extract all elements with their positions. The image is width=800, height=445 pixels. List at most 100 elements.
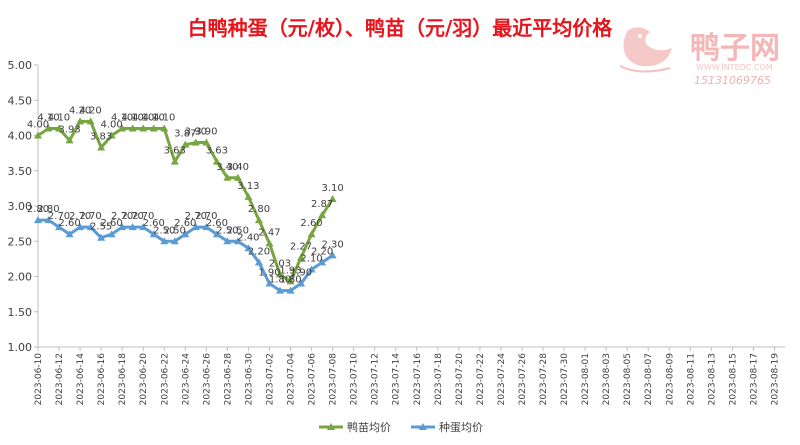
- data-point: [233, 173, 242, 181]
- data-label: 3.90: [195, 127, 217, 138]
- x-tick-label: 2023-06-28: [223, 353, 233, 406]
- x-tick-label: 2023-08-19: [770, 353, 780, 406]
- data-point: [254, 258, 263, 266]
- data-point: [212, 230, 221, 238]
- data-point: [34, 131, 42, 139]
- x-tick-label: 2023-06-26: [202, 353, 212, 406]
- data-label: 4.00: [101, 120, 123, 131]
- data-point: [297, 253, 306, 261]
- x-tick-label: 2023-06-14: [76, 353, 86, 406]
- x-tick-label: 2023-07-28: [539, 353, 549, 406]
- data-point: [181, 140, 190, 148]
- y-tick-label: 1.00: [8, 341, 33, 354]
- x-tick-label: 2023-06-12: [55, 353, 65, 405]
- x-tick-label: 2023-08-05: [623, 353, 633, 405]
- x-tick-label: 2023-08-17: [749, 353, 759, 405]
- axes: [34, 64, 785, 351]
- x-tick-label: 2023-08-09: [665, 353, 675, 406]
- data-point: [202, 223, 211, 231]
- x-tick-label: 2023-07-20: [455, 353, 465, 406]
- x-tick-label: 2023-07-10: [350, 353, 360, 406]
- x-tick-label: 2023-07-08: [329, 353, 339, 406]
- data-label: 2.47: [258, 227, 280, 238]
- data-label: 2.30: [321, 239, 343, 250]
- data-label: 1.80: [269, 275, 291, 286]
- data-point: [76, 117, 85, 125]
- data-point: [97, 233, 106, 241]
- y-tick-label: 2.50: [8, 235, 33, 248]
- x-tick-label: 2023-07-18: [434, 353, 444, 406]
- data-label: 2.70: [195, 211, 217, 222]
- data-point: [65, 136, 74, 144]
- data-point: [118, 223, 127, 231]
- x-tick-label: 2023-07-06: [308, 353, 318, 406]
- data-label: 2.60: [300, 218, 322, 229]
- data-point: [107, 131, 116, 139]
- x-tick-label: 2023-06-20: [139, 353, 149, 406]
- x-tick-label: 2023-07-30: [560, 353, 570, 406]
- data-point: [307, 230, 316, 238]
- x-tick-label: 2023-06-16: [97, 353, 107, 406]
- data-point: [265, 279, 274, 287]
- data-point: [128, 124, 137, 132]
- data-point: [160, 237, 169, 245]
- legend-marker: [419, 423, 427, 430]
- data-label: 2.70: [185, 211, 207, 222]
- data-label: 3.93: [58, 124, 80, 135]
- data-point: [286, 286, 295, 294]
- data-point: [34, 216, 42, 224]
- data-point: [128, 223, 137, 231]
- data-label: 2.27: [290, 241, 312, 252]
- data-point: [328, 194, 337, 202]
- data-point: [86, 223, 95, 231]
- y-tick-label: 5.00: [8, 59, 33, 72]
- data-point: [76, 223, 85, 231]
- data-point: [318, 211, 327, 219]
- data-point: [297, 279, 306, 287]
- x-tick-label: 2023-08-15: [728, 353, 738, 405]
- data-point: [65, 230, 74, 238]
- data-label: 2.70: [48, 211, 70, 222]
- data-point: [191, 223, 200, 231]
- data-label: 2.70: [79, 211, 101, 222]
- data-label: 4.10: [132, 112, 154, 123]
- data-label: 3.40: [227, 162, 249, 173]
- data-label: 2.50: [216, 225, 238, 236]
- data-point: [160, 124, 169, 132]
- data-label: 2.70: [69, 211, 91, 222]
- x-tick-label: 2023-07-16: [413, 353, 423, 406]
- data-label: 2.60: [58, 218, 80, 229]
- data-point: [275, 286, 284, 294]
- data-label: 1.90: [290, 268, 312, 279]
- x-tick-label: 2023-06-24: [181, 353, 191, 406]
- data-point: [223, 237, 232, 245]
- x-tick-label: 2023-07-22: [476, 353, 486, 405]
- data-label: 2.50: [227, 225, 249, 236]
- watermark: 鸭子网 WWW.INTEDC.COM 15131069765: [619, 27, 780, 87]
- y-tick-label: 1.50: [8, 306, 33, 319]
- x-tick-label: 2023-08-11: [686, 353, 696, 405]
- data-label: 2.80: [27, 204, 49, 215]
- data-label: 4.10: [153, 112, 175, 123]
- x-tick-label: 2023-07-02: [265, 353, 275, 405]
- watermark-site: WWW.INTEDC.COM: [696, 63, 773, 72]
- data-label: 1.80: [279, 275, 301, 286]
- x-tick-label: 2023-08-03: [602, 353, 612, 405]
- data-label: 3.83: [90, 131, 112, 142]
- data-point: [86, 117, 95, 125]
- data-point: [55, 124, 64, 132]
- data-point: [223, 173, 232, 181]
- watermark-phone: 15131069765: [694, 74, 771, 87]
- data-label: 3.63: [164, 146, 186, 157]
- data-label: 2.10: [300, 253, 322, 264]
- data-label: 2.03: [269, 258, 291, 269]
- data-point: [318, 258, 327, 266]
- data-point: [44, 124, 53, 132]
- y-tick-labels: 1.00 1.50 2.00 2.50 3.00 3.50 4.00 4.50 5.00: [8, 59, 33, 354]
- data-label: 2.60: [174, 218, 196, 229]
- data-label: 2.80: [37, 204, 59, 215]
- x-tick-label: 2023-06-22: [160, 353, 170, 405]
- legend-label: 鸭苗均价: [347, 421, 391, 434]
- data-label: 2.60: [206, 218, 228, 229]
- data-label: 2.60: [101, 218, 123, 229]
